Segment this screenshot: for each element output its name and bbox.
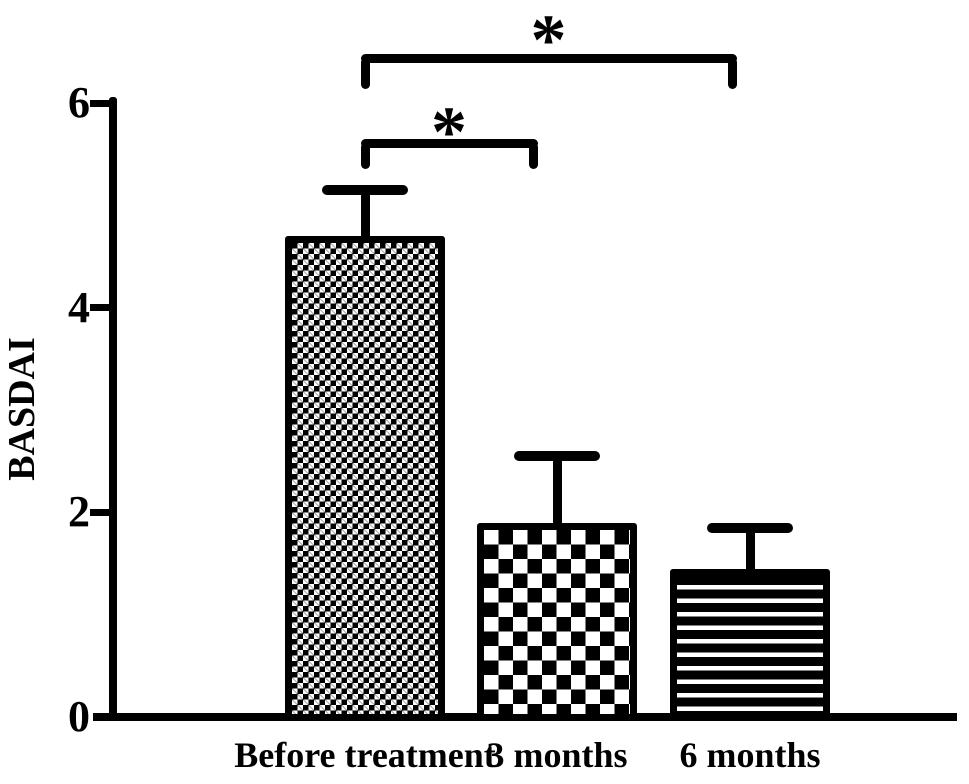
y-tick-mark [89, 508, 109, 516]
bar-2 [670, 568, 830, 721]
x-tick-label-0: Before treatment [234, 735, 496, 775]
y-tick-label: 0 [68, 692, 90, 741]
sig-bracket-right-tick-0 [528, 143, 538, 169]
error-bar-cap-2 [707, 522, 793, 533]
sig-bracket-left-tick-0 [360, 143, 370, 169]
error-bar-cap-1 [514, 451, 600, 462]
y-tick-mark [89, 304, 109, 312]
x-tick-label-1: 3 months [486, 735, 628, 775]
sig-bracket-bar-0 [360, 138, 538, 148]
bar-1 [477, 522, 637, 721]
sig-bracket-right-tick-1 [727, 58, 737, 89]
error-bar-cap-0 [322, 185, 408, 195]
sig-asterisk-0: * [431, 92, 467, 172]
sig-bracket-left-tick-1 [360, 58, 370, 89]
y-axis-line [108, 97, 117, 721]
error-bar-stem-1 [552, 456, 562, 527]
y-tick-mark [89, 99, 109, 107]
bar-0 [285, 236, 445, 721]
sig-bracket-bar-1 [360, 53, 737, 63]
error-bar-stem-0 [360, 190, 370, 241]
y-tick-label: 6 [68, 78, 90, 128]
sig-asterisk-1: * [530, 0, 567, 80]
y-tick-label: 4 [68, 282, 90, 332]
y-tick-label: 2 [68, 487, 90, 537]
x-tick-label-2: 6 months [679, 735, 821, 775]
error-bar-stem-2 [745, 527, 755, 573]
